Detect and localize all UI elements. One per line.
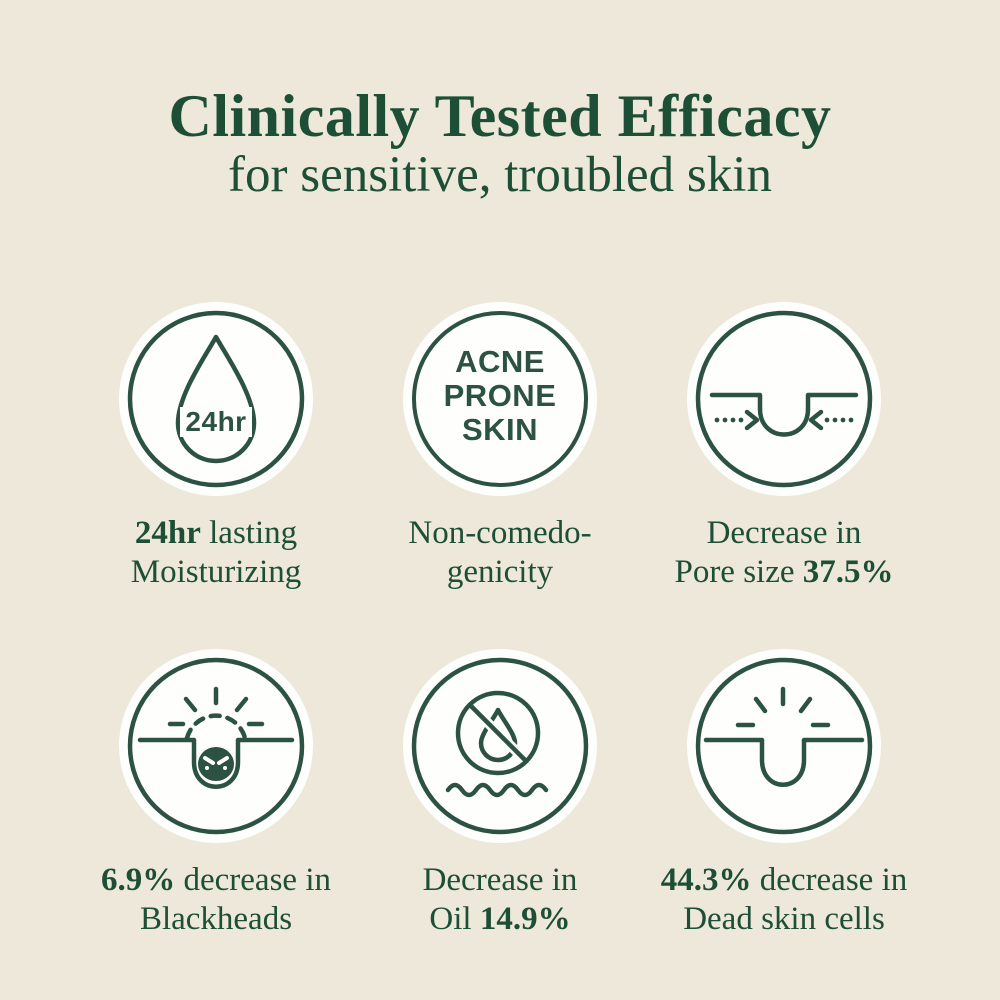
efficacy-grid: 24hr 24hr lasting Moisturizing ACNE PRON… [74,301,926,939]
clean-pore-dead-skin-icon [686,648,882,844]
card-caption: Decrease in Oil 14.9% [422,861,578,937]
acne-prone-skin-icon: ACNE PRONE SKIN [402,301,598,497]
card-caption: 6.9% decrease in Blackheads [101,861,331,937]
efficacy-card-dead-skin: 44.3% decrease in Dead skin cells [642,648,926,939]
water-drop-24hr-icon: 24hr [118,301,314,497]
efficacy-card-oil: Decrease in Oil 14.9% [358,648,642,939]
card-caption: 24hr lasting Moisturizing [130,514,302,590]
svg-text:24hr: 24hr [185,406,246,437]
svg-text:PRONE: PRONE [444,378,557,413]
no-oil-drop-icon [402,648,598,844]
efficacy-card-blackheads: 6.9% decrease in Blackheads [74,648,358,939]
efficacy-card-pore-size: Decrease in Pore size 37.5% [642,301,926,592]
page-subtitle: for sensitive, troubled skin [228,147,772,203]
efficacy-card-moisturizing: 24hr 24hr lasting Moisturizing [74,301,358,592]
header: Clinically Tested Efficacy for sensitive… [0,0,1000,205]
card-caption: 44.3% decrease in Dead skin cells [660,861,908,937]
efficacy-card-noncomedogenic: ACNE PRONE SKIN Non-comedo- genicity [358,301,642,592]
page-title: Clinically Tested Efficacy [168,83,832,149]
card-caption: Non-comedo- genicity [408,514,592,590]
svg-text:SKIN: SKIN [462,412,538,447]
card-caption: Decrease in Pore size 37.5% [674,514,894,590]
svg-text:ACNE: ACNE [455,344,545,379]
blackhead-in-pore-icon [118,648,314,844]
pore-shrink-arrows-icon [686,301,882,497]
